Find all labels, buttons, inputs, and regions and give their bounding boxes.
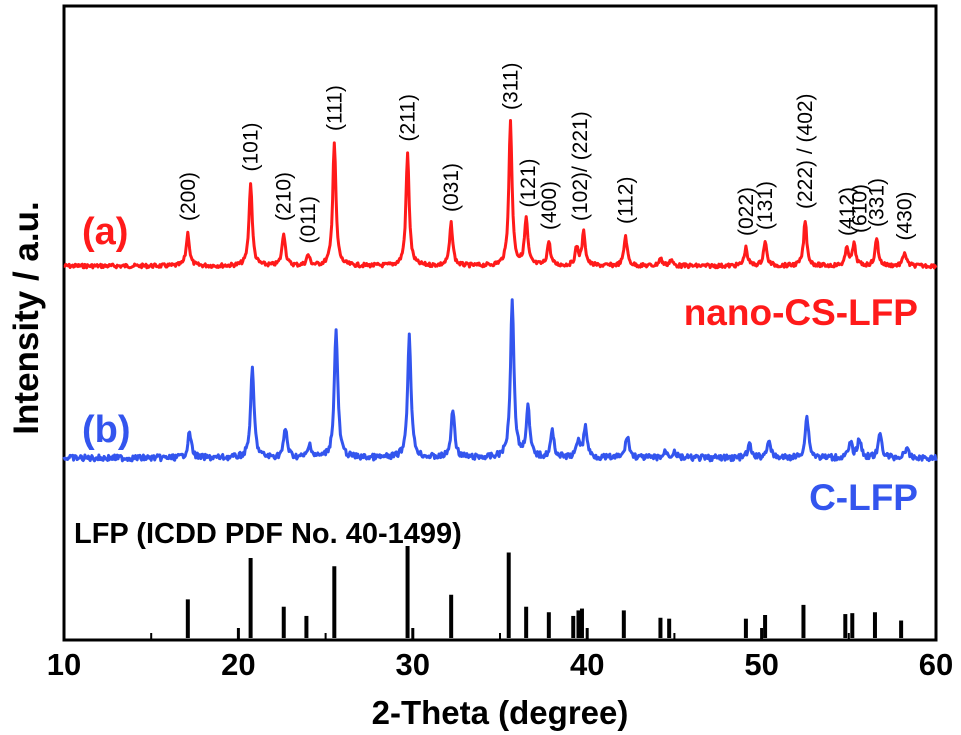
reference-lines — [185, 546, 904, 638]
peak-annotation: (031) — [440, 163, 463, 212]
peak-annotation: (011) — [297, 196, 320, 243]
series-tag-b: (b) — [82, 409, 131, 451]
x-tick-label: 50 — [744, 647, 778, 682]
series-name-c-lfp: C-LFP — [809, 477, 918, 518]
series-line-nano-cs-lfp — [63, 119, 938, 270]
x-tick-label: 10 — [47, 647, 81, 682]
peak-annotation: (022) — [735, 187, 758, 236]
peak-annotation: (111) — [323, 85, 346, 131]
peak-annotation: (121) — [517, 158, 540, 207]
peak-annotation: (131) — [754, 181, 777, 230]
peak-annotation: (412) — [836, 187, 859, 236]
x-tick-label: 30 — [396, 647, 430, 682]
reference-label: LFP (ICDD PDF No. 40-1499) — [74, 518, 462, 550]
y-axis-label: Intensity / a.u. — [7, 201, 46, 434]
series-line-c-lfp — [62, 298, 938, 463]
peak-annotation: (102)/ (221) — [569, 111, 592, 221]
peak-annotation: (400) — [538, 181, 561, 230]
x-axis-ticks: 10 20 30 40 50 60 — [47, 628, 953, 682]
peak-annotation: (211) — [397, 94, 420, 141]
peak-annotation: (430) — [894, 191, 917, 240]
peak-annotations: (200) (101) (210) (011) (111) (211) (031) (311)… — [177, 63, 917, 244]
x-tick-label: 20 — [221, 647, 255, 682]
peak-annotation: (610) — [848, 184, 871, 233]
peak-annotation: (210) — [273, 172, 296, 221]
peak-annotation: (311) — [500, 63, 523, 110]
peak-annotation: (200) — [177, 172, 200, 221]
x-axis-label: 2-Theta (degree) — [372, 694, 629, 731]
x-tick-label: 40 — [570, 647, 604, 682]
series-tag-a: (a) — [82, 211, 128, 253]
peak-annotation: (222) / (402) — [794, 93, 817, 209]
x-tick-label: 60 — [919, 647, 953, 682]
peak-annotation: (331) — [866, 178, 889, 227]
peak-annotation: (101) — [240, 122, 263, 171]
series-name-nano-cs-lfp: nano-CS-LFP — [684, 292, 918, 333]
peak-annotation: (112) — [615, 177, 638, 224]
